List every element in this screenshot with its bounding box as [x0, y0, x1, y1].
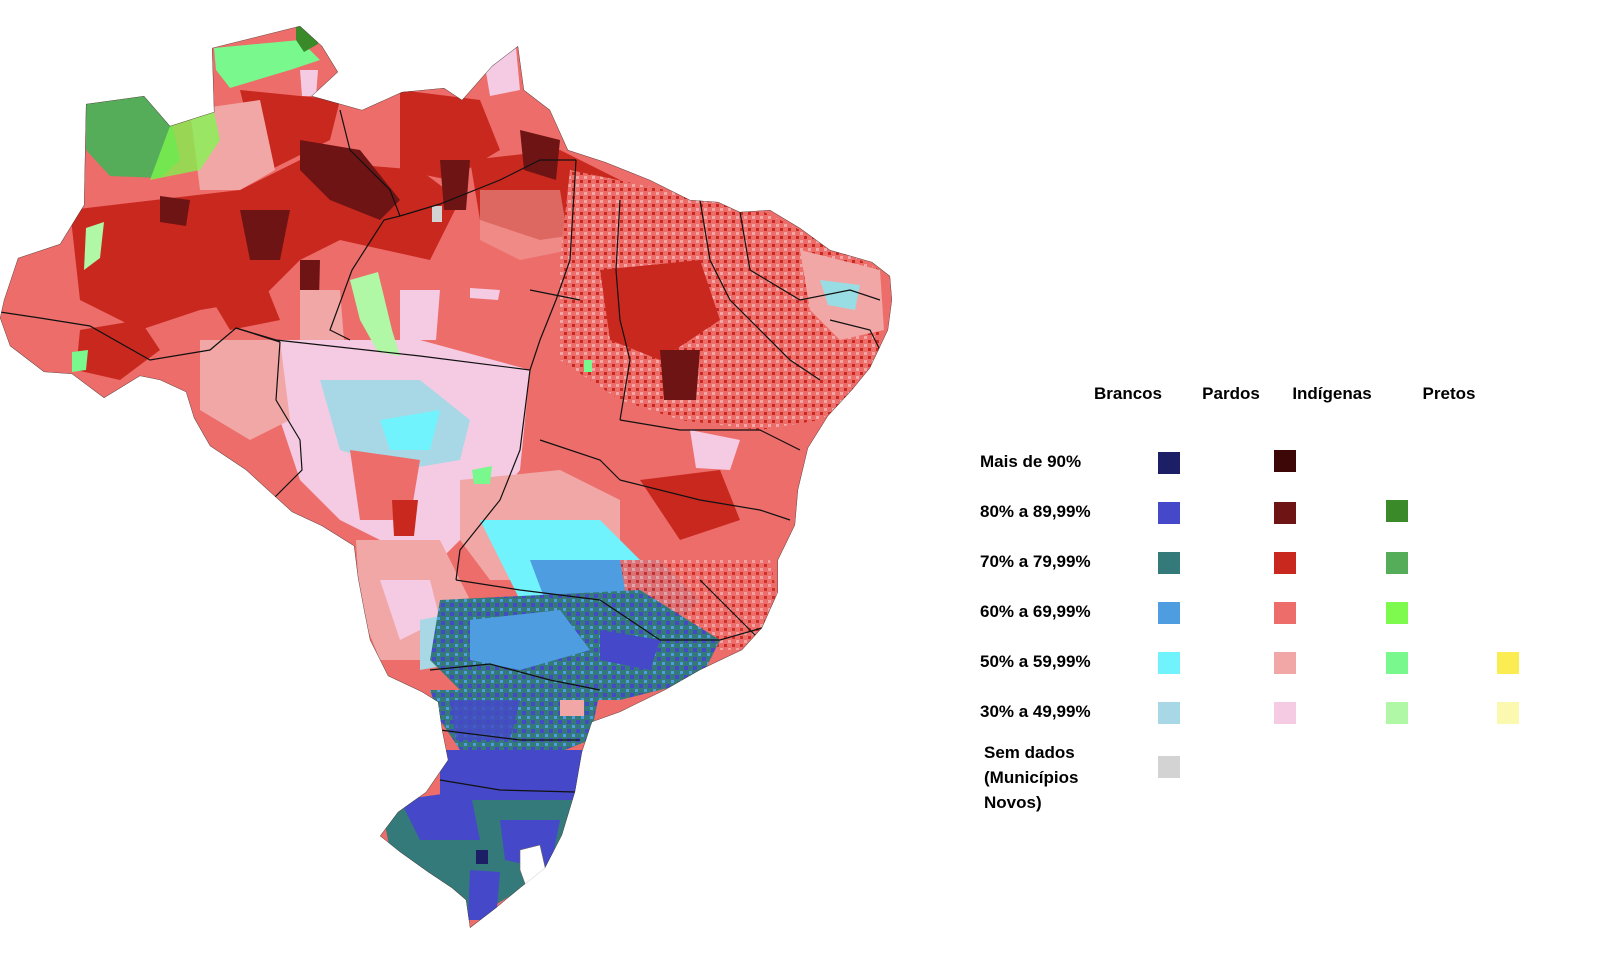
row-label-70-79: 70% a 79,99%	[980, 552, 1091, 571]
swatch-brancos-80	[1158, 502, 1180, 524]
swatch-indigenas-80	[1386, 500, 1408, 522]
column-header-indigenas: Indígenas	[1292, 384, 1372, 403]
column-header-pardos: Pardos	[1202, 384, 1260, 403]
swatch-brancos-30	[1158, 702, 1180, 724]
swatch-pretos-30	[1497, 702, 1519, 724]
brazil-map	[0, 26, 892, 928]
swatch-pardos-70	[1274, 552, 1296, 574]
row-label-60-69: 60% a 69,99%	[980, 602, 1091, 621]
sem-dados-line1: Sem dados	[984, 743, 1075, 762]
row-label-sem-dados: Sem dados (Municípios Novos)	[984, 740, 1124, 815]
state-borders	[0, 109, 881, 793]
swatch-pardos-30	[1274, 702, 1296, 724]
swatch-pardos-60	[1274, 602, 1296, 624]
swatch-pardos-50	[1274, 652, 1296, 674]
row-label-80-89: 80% a 89,99%	[980, 502, 1091, 521]
swatch-sem-dados	[1158, 756, 1180, 778]
swatch-indigenas-60	[1386, 602, 1408, 624]
map-regions	[0, 26, 892, 928]
swatch-brancos-90	[1158, 452, 1180, 474]
swatch-pretos-50	[1497, 652, 1519, 674]
swatch-brancos-60	[1158, 602, 1180, 624]
sem-dados-line3: Novos)	[984, 793, 1042, 812]
swatch-brancos-50	[1158, 652, 1180, 674]
swatch-indigenas-70	[1386, 552, 1408, 574]
swatch-indigenas-50	[1386, 652, 1408, 674]
row-label-50-59: 50% a 59,99%	[980, 652, 1091, 671]
brazil-map-svg	[0, 26, 892, 928]
swatch-pardos-90	[1274, 450, 1296, 472]
row-label-mais-de-90: Mais de 90%	[980, 452, 1082, 471]
sem-dados-line2: (Municípios	[984, 768, 1079, 787]
column-header-brancos: Brancos	[1093, 384, 1163, 403]
swatch-indigenas-30	[1386, 702, 1408, 724]
swatch-pardos-80	[1274, 502, 1296, 524]
column-header-pretos: Pretos	[1422, 384, 1476, 403]
swatch-brancos-70	[1158, 552, 1180, 574]
row-label-30-49: 30% a 49,99%	[980, 702, 1091, 721]
legend: Brancos Pardos Indígenas Pretos Mais de …	[930, 0, 1624, 968]
